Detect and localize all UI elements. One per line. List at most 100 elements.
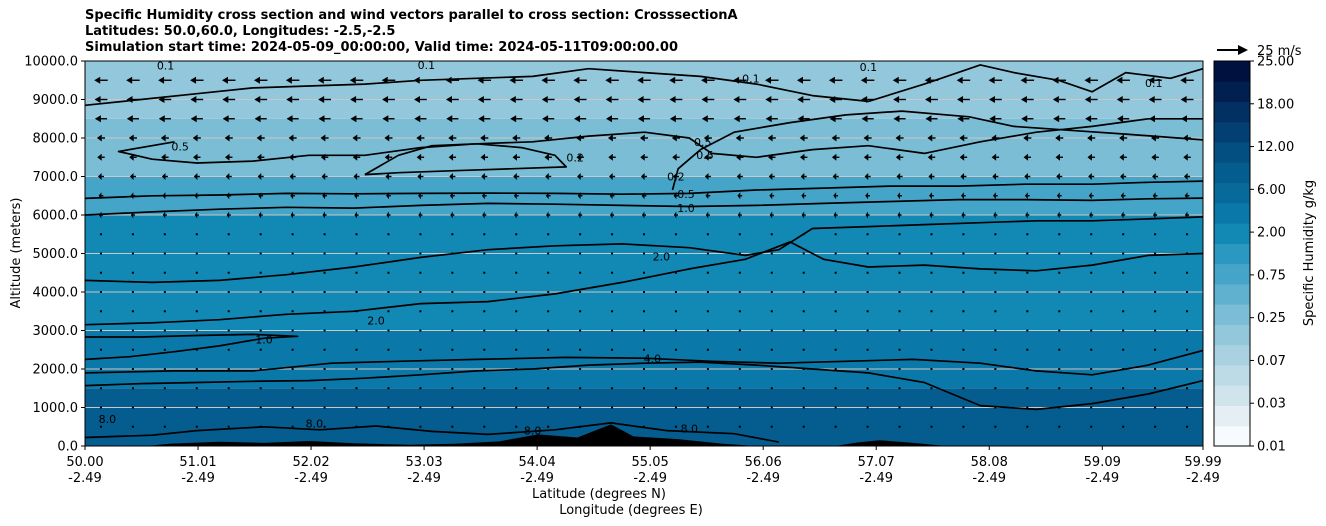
wind-vector-dot: [419, 310, 422, 313]
wind-vector-dot: [131, 291, 134, 293]
wind-vector-dot: [1154, 425, 1157, 428]
wind-vector-dot: [291, 348, 294, 351]
contour-label-0: 0.1: [742, 73, 760, 86]
wind-vector-dot: [866, 368, 869, 370]
wind-vector-dot: [866, 406, 869, 409]
wind-vector-head: [450, 211, 453, 219]
wind-vector-dot: [1122, 368, 1125, 370]
wind-vector-dot: [163, 329, 166, 332]
wind-vector-dot: [483, 425, 486, 428]
wind-vector-dot: [611, 291, 614, 293]
wind-vector-dot: [291, 406, 294, 409]
wind-vector-dot: [706, 329, 709, 332]
wind-vector-dot: [419, 233, 422, 236]
wind-vector-head: [94, 96, 101, 103]
wind-vector-head: [1119, 134, 1124, 142]
wind-vector-head: [318, 96, 325, 103]
wind-vector-dot: [515, 406, 518, 409]
wind-vector-dot: [994, 406, 997, 409]
wind-vector-dot: [674, 291, 677, 293]
wind-vector-dot: [419, 368, 422, 370]
wind-vector-dot: [866, 291, 869, 293]
wind-vector-head: [769, 211, 773, 219]
colorbar-tick-label: 0.07: [1257, 354, 1286, 369]
wind-vector-dot: [1186, 233, 1189, 236]
wind-vector-head: [799, 134, 805, 142]
wind-vector-dot: [99, 271, 102, 274]
wind-vector-head: [800, 153, 805, 161]
wind-vector-head: [893, 96, 900, 103]
wind-vector-dot: [706, 252, 709, 255]
wind-vector-dot: [195, 271, 198, 274]
y-tick-label: 9000.0: [33, 93, 79, 108]
wind-vector-dot: [674, 387, 677, 390]
wind-vector-head: [1056, 192, 1060, 200]
wind-vector-dot: [323, 310, 326, 313]
wind-vector-dot: [738, 291, 741, 293]
wind-vector-dot: [1122, 425, 1125, 428]
x-axis-label-longitude: Longitude (degrees E): [559, 503, 703, 518]
wind-vector-dot: [1122, 271, 1125, 274]
wind-vector-dot: [131, 310, 134, 313]
wind-vector-head: [94, 76, 101, 84]
colorbar-swatch: [1214, 182, 1250, 204]
wind-vector-dot: [1090, 329, 1093, 332]
wind-vector-head: [512, 153, 517, 161]
wind-vector-head: [573, 76, 580, 84]
wind-vector-head: [541, 76, 548, 84]
wind-vector-dot: [962, 271, 965, 274]
wind-vector-head: [509, 96, 516, 103]
wind-vector-dot: [738, 348, 741, 351]
wind-vector-dot: [738, 233, 741, 236]
wind-vector-dot: [962, 387, 965, 390]
wind-vector-dot: [547, 368, 550, 370]
wind-vector-head: [382, 115, 389, 123]
wind-vector-dot: [547, 348, 550, 351]
wind-vector-dot: [259, 406, 262, 409]
wind-vector-head: [541, 96, 548, 103]
wind-vector-dot: [1058, 310, 1061, 313]
x-tick-label-lon: -2.49: [859, 471, 893, 486]
wind-vector-head: [1119, 153, 1124, 161]
wind-vector-dot: [994, 291, 997, 293]
wind-vector-dot: [1154, 368, 1157, 370]
wind-vector-dot: [611, 271, 614, 274]
colorbar-tick-label: 0.03: [1257, 397, 1286, 412]
contour-line-1.0-6: [85, 197, 1203, 216]
wind-vector-head: [480, 153, 486, 161]
wind-vector-head: [639, 134, 645, 142]
wind-vector-head: [480, 134, 486, 142]
wind-vector-dot: [227, 310, 230, 313]
wind-vector-dot: [515, 425, 518, 428]
wind-vector-dot: [1122, 291, 1125, 293]
wind-vector-dot: [483, 329, 486, 332]
colorbar-tick-label: 0.25: [1257, 311, 1286, 326]
wind-vector-head: [671, 134, 677, 142]
wind-vector-head: [1055, 153, 1060, 161]
wind-vector-head: [386, 211, 389, 219]
wind-vector-dot: [451, 233, 454, 236]
wind-vector-dot: [1026, 368, 1029, 370]
wind-vector-dot: [643, 406, 645, 409]
wind-vector-dot: [643, 387, 645, 390]
wind-vector-head: [701, 96, 708, 103]
wind-vector-dot: [611, 425, 614, 428]
contour-label-18: 8.0: [524, 425, 542, 438]
y-tick-label: 2000.0: [33, 363, 79, 378]
wind-vector-head: [1152, 192, 1156, 200]
wind-vector-dot: [483, 406, 486, 409]
colorbar-swatch: [1214, 101, 1250, 123]
wind-vector-dot: [930, 425, 933, 428]
wind-vector-head: [509, 76, 516, 84]
wind-vector-head: [190, 76, 197, 84]
wind-vector-head: [1184, 192, 1188, 200]
wind-vector-head: [892, 76, 899, 84]
wind-vector-dot: [227, 425, 230, 428]
wind-vector-dot: [1186, 406, 1189, 409]
contour-label-11: 1.0: [677, 202, 695, 215]
wind-vector-dot: [866, 425, 869, 428]
wind-vector-dot: [834, 368, 837, 370]
wind-vector-head: [226, 192, 230, 200]
wind-vector-head: [893, 115, 900, 123]
